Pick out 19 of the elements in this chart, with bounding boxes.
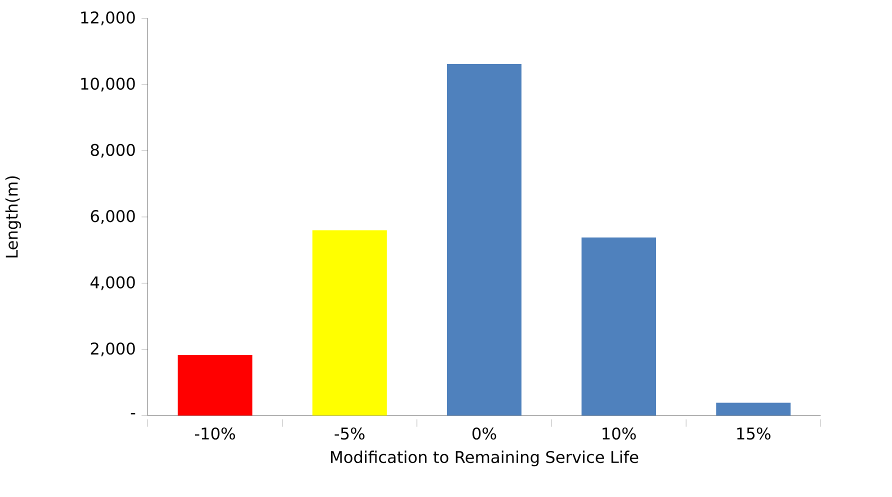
y-tick-label: 12,000	[81, 12, 135, 26]
x-tick-label: 10%	[602, 428, 636, 440]
x-axis-title: Modification to Remaining Service Life	[331, 450, 638, 466]
y-tick-label: 4,000	[90, 276, 135, 290]
y-tick-label: 10,000	[81, 78, 135, 92]
x-tick-label: 0%	[472, 428, 496, 440]
bar	[582, 238, 656, 416]
bar	[312, 230, 387, 416]
y-tick-label: 6,000	[90, 210, 135, 224]
y-tick-label: -	[130, 413, 136, 415]
x-tick-label: -10%	[194, 428, 236, 440]
y-tick-label: 8,000	[90, 144, 135, 158]
bar	[716, 402, 791, 416]
x-tick-label: -5%	[334, 428, 364, 440]
x-tick-label: 15%	[737, 428, 770, 440]
y-axis-title: Length(m)	[5, 176, 21, 258]
bar	[446, 64, 522, 416]
y-tick-label: 2,000	[90, 342, 135, 356]
bar	[178, 355, 252, 416]
